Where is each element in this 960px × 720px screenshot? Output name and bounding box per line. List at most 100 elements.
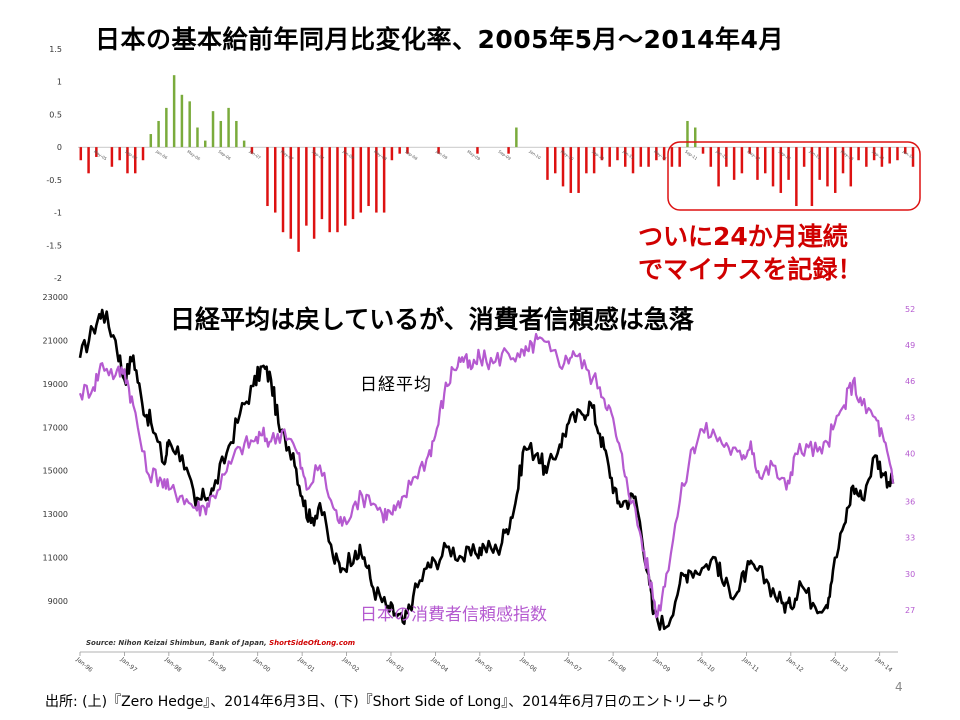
bar (406, 147, 409, 154)
bar (834, 147, 837, 193)
bar (608, 147, 611, 167)
bar (717, 147, 720, 187)
callout-line-2: でマイナスを記録！ (638, 255, 863, 284)
bar (764, 147, 767, 174)
source-brand: ShortSideOfLong.com (269, 639, 356, 647)
bar (320, 147, 324, 220)
right-y-tick-label: 33 (905, 534, 915, 543)
bar (624, 147, 627, 167)
x-tick-label: Jan-00 (252, 656, 272, 674)
x-tick-label: Jan-05 (474, 656, 494, 674)
bar (437, 147, 440, 154)
bar (242, 140, 246, 148)
right-y-tick-label: 36 (905, 498, 915, 507)
right-y-tick-label: 49 (905, 341, 915, 350)
y-tick-label: -0.5 (46, 176, 62, 185)
nikkei-series-label: 日経平均 (360, 375, 432, 395)
bar (375, 147, 378, 213)
x-tick-label: May-12 (746, 149, 761, 162)
bar (771, 147, 775, 187)
y-tick-label: 1 (57, 78, 62, 87)
bar (95, 147, 98, 157)
bar (180, 94, 184, 148)
bar (274, 147, 277, 213)
bar (569, 147, 573, 193)
bar (872, 147, 876, 161)
bar (561, 147, 565, 187)
left-y-tick-label: 19000 (43, 380, 68, 389)
x-tick-label: Jan-96 (74, 656, 94, 674)
bar (141, 147, 145, 161)
left-y-tick-label: 11000 (43, 554, 68, 563)
slide-footer: 出所: (上)『Zero Hedge』、2014年6月3日、(下)『Short … (45, 694, 730, 710)
bar (312, 147, 316, 239)
x-tick-label: Jan-09 (434, 148, 448, 160)
bar (328, 147, 331, 233)
left-y-tick-label: 9000 (48, 597, 68, 606)
x-tick-label: Jan-07 (248, 148, 262, 160)
left-y-tick-label: 21000 (43, 336, 68, 345)
bar (344, 147, 347, 226)
bottom-chart-title: 日経平均は戻しているが、消費者信頼感は急落 (170, 305, 694, 334)
bar (204, 140, 207, 148)
x-tick-label: Jan-01 (296, 656, 316, 674)
bar (911, 147, 915, 167)
x-tick-label: Jan-14 (874, 656, 894, 674)
bar (157, 120, 160, 148)
bar (616, 147, 619, 161)
right-y-tick-label: 27 (905, 606, 915, 615)
bar (639, 147, 643, 167)
x-tick-label: Sep-06 (217, 149, 232, 161)
bar (359, 147, 363, 213)
x-tick-label: Jan-97 (118, 656, 138, 674)
bar (149, 134, 153, 148)
bar (841, 147, 845, 174)
x-tick-label: Jan-06 (518, 656, 538, 674)
bar (476, 147, 479, 154)
bar (655, 147, 658, 161)
right-y-tick-label: 40 (905, 449, 915, 458)
bar (227, 107, 230, 148)
left-y-tick-label: 13000 (43, 510, 68, 519)
bar (888, 147, 891, 164)
y-tick-label: -1.5 (46, 241, 62, 250)
bar (694, 127, 697, 148)
bar (748, 147, 751, 154)
x-tick-label: Sep-08 (404, 149, 419, 161)
bar (631, 147, 635, 174)
bar (79, 147, 83, 161)
x-tick-label: Jan-99 (207, 656, 227, 674)
bar (592, 147, 596, 174)
x-tick-label: Jan-10 (528, 148, 542, 160)
bar (211, 111, 215, 148)
bar (351, 147, 355, 220)
bar (904, 147, 907, 154)
bar (165, 107, 168, 148)
x-tick-label: Jan-09 (651, 656, 671, 674)
bar (281, 147, 285, 233)
bar (779, 147, 783, 193)
x-tick-label: Jan-10 (696, 656, 716, 674)
bar (219, 120, 223, 148)
x-tick-label: Jan-11 (740, 656, 760, 674)
bar (810, 147, 814, 207)
bar (305, 147, 308, 226)
callout-note: ついに24か月連続 でマイナスを記録！ (638, 220, 863, 286)
y-tick-label: -1 (54, 209, 62, 218)
bar (382, 147, 386, 213)
bar (686, 120, 689, 148)
x-tick-label: May-09 (466, 149, 481, 162)
callout-line-1: ついに24か月連続 (638, 222, 848, 251)
bar (880, 147, 884, 167)
x-tick-label: Jan-13 (829, 656, 849, 674)
bar (398, 147, 401, 154)
left-y-tick-label: 23000 (43, 293, 68, 302)
bar (818, 147, 821, 180)
bar (390, 147, 394, 161)
bar (740, 147, 744, 174)
bar (87, 147, 90, 174)
bar (266, 147, 269, 207)
bar (725, 147, 728, 167)
y-tick-label: 0 (57, 143, 62, 152)
